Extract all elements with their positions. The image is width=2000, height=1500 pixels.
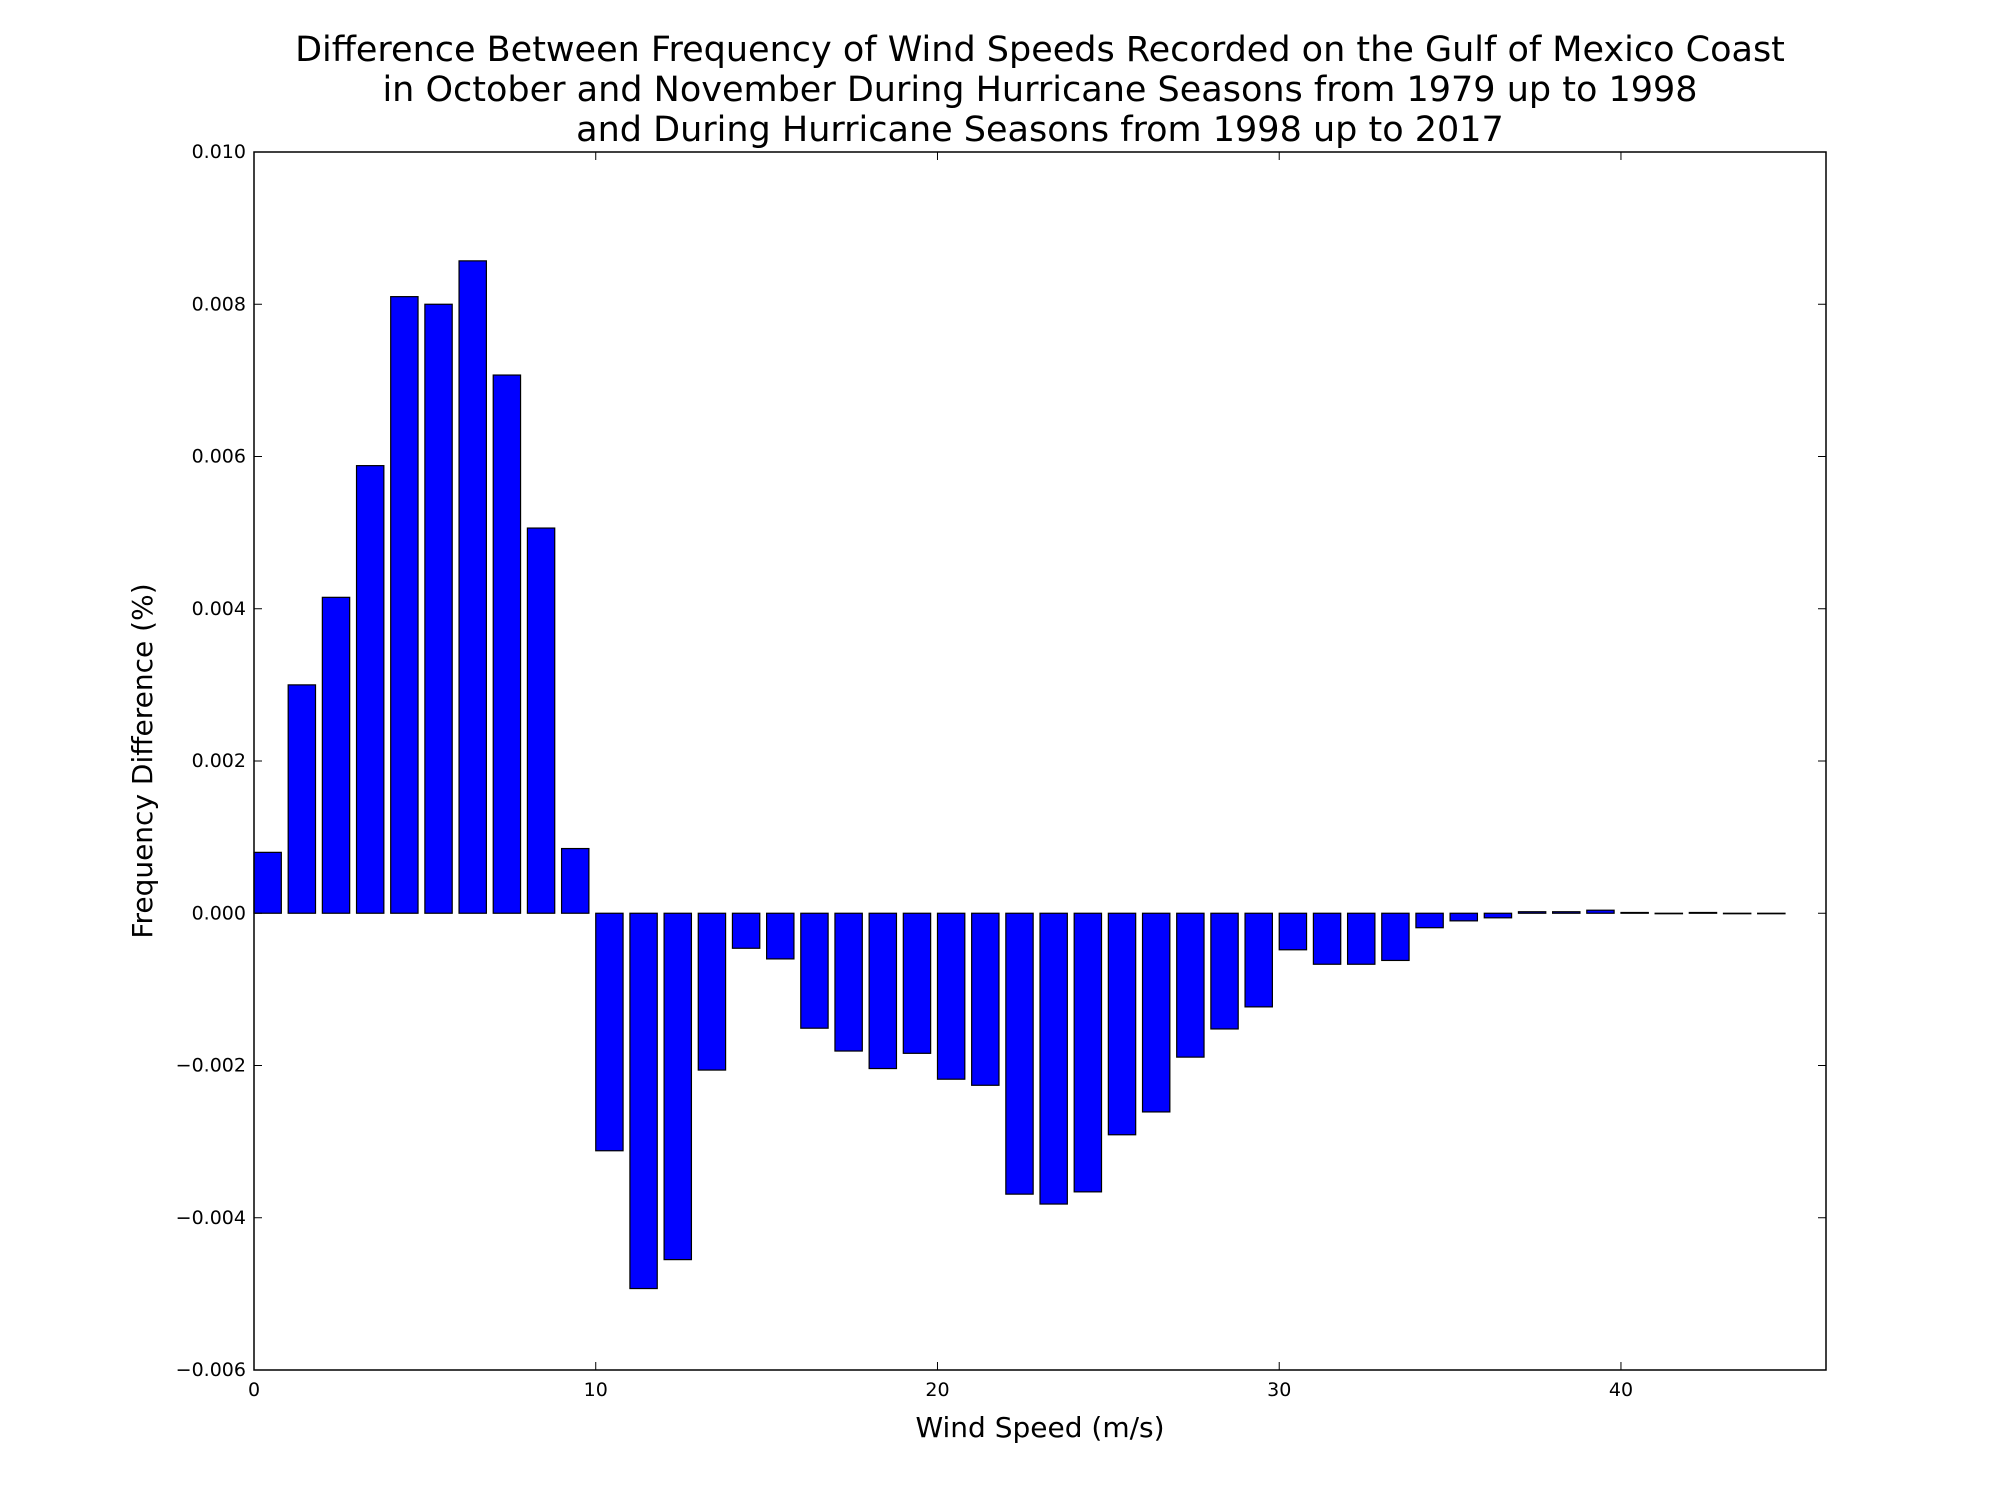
bar-28 xyxy=(1210,912,1239,1030)
bar-5 xyxy=(424,303,453,914)
bar-36 xyxy=(1483,912,1513,919)
bar-30 xyxy=(1278,912,1308,951)
y-tick-label: 0.002 xyxy=(192,750,246,772)
chart-title: Difference Between Frequency of Wind Spe… xyxy=(0,30,2000,150)
bar-41 xyxy=(1654,912,1684,915)
bar-35 xyxy=(1449,912,1479,922)
bar-40 xyxy=(1620,911,1649,914)
x-tick-label: 30 xyxy=(1267,1379,1291,1401)
bar-13 xyxy=(697,912,727,1071)
x-tick-label: 10 xyxy=(584,1379,608,1401)
bars-layer xyxy=(253,260,1786,1290)
bar-38 xyxy=(1552,911,1581,914)
bar-1 xyxy=(287,684,317,914)
bar-21 xyxy=(971,912,1000,1086)
bar-34 xyxy=(1415,912,1444,929)
plot-frame xyxy=(253,151,1827,1371)
bar-23 xyxy=(1039,912,1068,1205)
bar-26 xyxy=(1141,912,1171,1113)
y-tick-label: −0.004 xyxy=(176,1207,246,1229)
bar-22 xyxy=(1005,912,1034,1195)
x-axis-title: Wind Speed (m/s) xyxy=(915,1411,1164,1444)
bar-12 xyxy=(663,912,693,1261)
x-tick-label: 0 xyxy=(248,1379,260,1401)
y-tick-label: 0.010 xyxy=(192,141,246,163)
y-tick-label: 0.006 xyxy=(192,446,246,468)
bar-37 xyxy=(1517,911,1547,914)
bar-6 xyxy=(458,260,487,914)
bar-3 xyxy=(355,465,385,914)
bar-19 xyxy=(902,912,932,1054)
bar-39 xyxy=(1586,909,1615,914)
bar-44 xyxy=(1757,912,1786,915)
y-tick-label: 0.008 xyxy=(192,293,246,315)
y-axis-title: Frequency Difference (%) xyxy=(126,583,159,938)
y-tick-label: 0.000 xyxy=(192,902,246,924)
y-tick-label: −0.006 xyxy=(176,1359,246,1381)
bar-15 xyxy=(766,912,795,960)
chart-title-line-2: in October and November During Hurricane… xyxy=(382,70,1698,110)
bar-27 xyxy=(1176,912,1205,1058)
chart-title-line-3: and During Hurricane Seasons from 1998 u… xyxy=(576,110,1504,150)
bar-18 xyxy=(868,912,898,1070)
bar-33 xyxy=(1381,912,1410,962)
bar-4 xyxy=(390,296,419,914)
bar-20 xyxy=(936,912,966,1080)
bar-14 xyxy=(731,912,761,949)
x-tick-label: 40 xyxy=(1609,1379,1633,1401)
bar-8 xyxy=(526,527,556,914)
chart-title-line-1: Difference Between Frequency of Wind Spe… xyxy=(295,30,1785,70)
bar-9 xyxy=(560,847,590,914)
bar-11 xyxy=(629,912,658,1290)
bar-17 xyxy=(834,912,863,1052)
bar-24 xyxy=(1073,912,1103,1193)
bar-32 xyxy=(1346,912,1376,965)
bar-43 xyxy=(1722,912,1752,915)
bar-2 xyxy=(321,596,351,914)
bar-25 xyxy=(1107,912,1137,1136)
x-tick-label: 20 xyxy=(925,1379,949,1401)
bar-0 xyxy=(253,851,282,914)
ticks-layer: −0.006 −0.004 −0.002 0.000 0.002 0.004 0.006 0.… xyxy=(176,141,1826,1401)
bar-7 xyxy=(492,374,522,914)
y-tick-label: 0.004 xyxy=(192,598,246,620)
bar-31 xyxy=(1312,912,1342,965)
bar-29 xyxy=(1244,912,1273,1008)
bar-10 xyxy=(595,912,624,1152)
bar-42 xyxy=(1688,911,1718,914)
y-tick-label: −0.002 xyxy=(176,1055,246,1077)
bar-16 xyxy=(800,912,829,1029)
